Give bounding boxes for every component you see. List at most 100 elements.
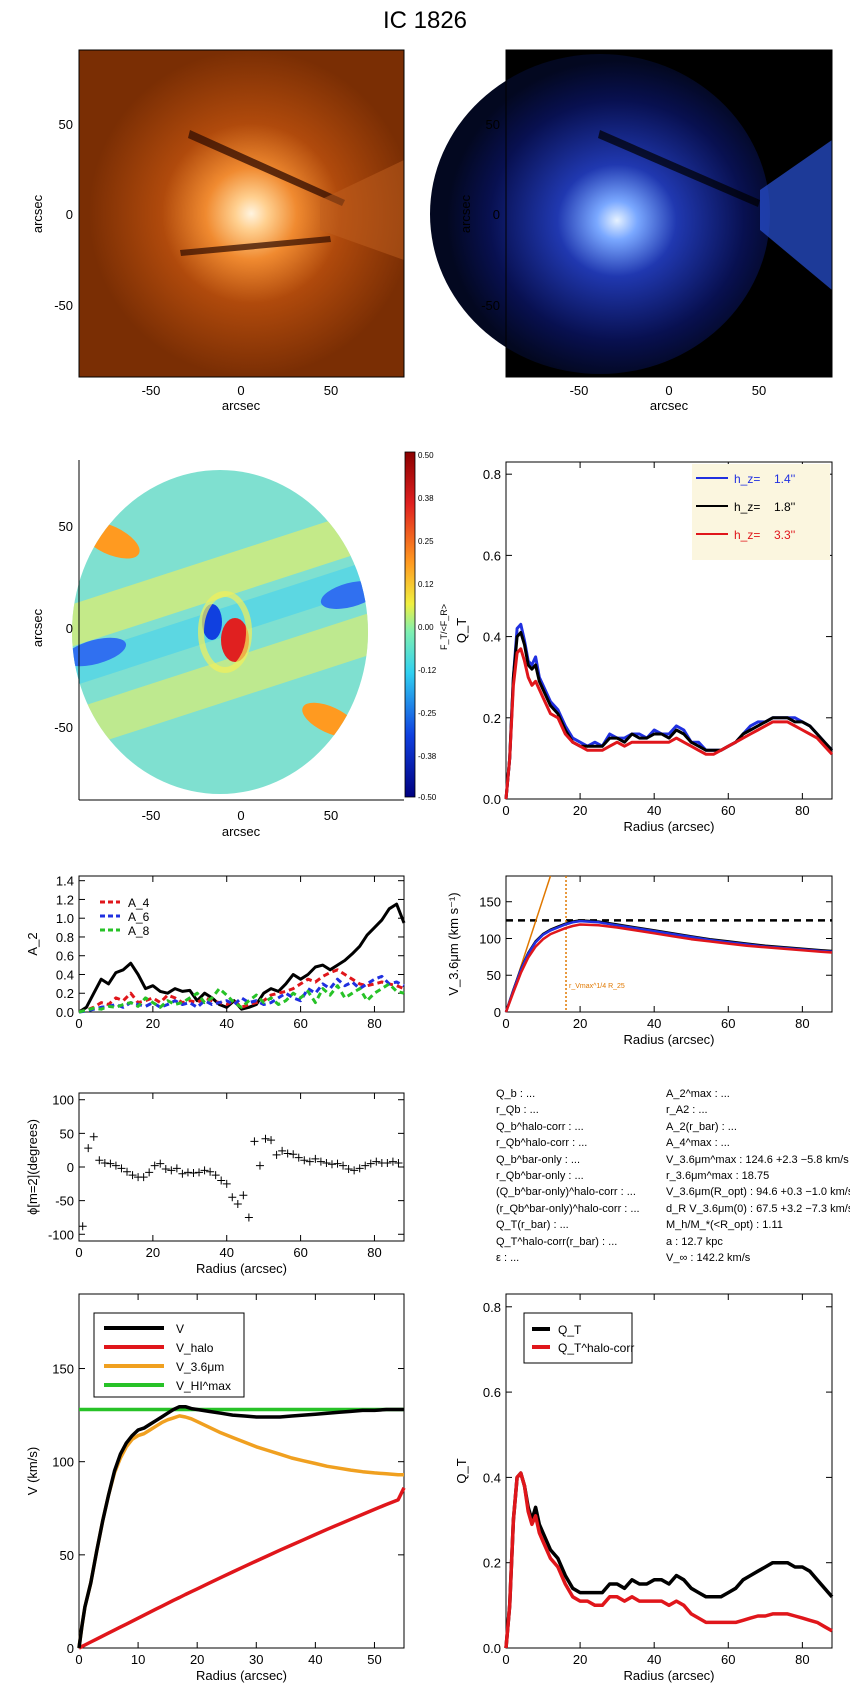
v36-xtick-label-0: 0	[502, 1016, 509, 1031]
vc-xtick-label-1: 10	[131, 1652, 145, 1667]
map-xlabel: arcsec	[222, 824, 261, 839]
vc-xtick-label-2: 20	[190, 1652, 204, 1667]
vc-legend-label-0: V	[176, 1322, 184, 1336]
phase-xtick-label-1: 20	[146, 1245, 160, 1260]
phase-xtick-label-0: 0	[75, 1245, 82, 1260]
v36-ylabel: V_3.6μm (km s⁻¹)	[446, 892, 461, 995]
v36-ytick-label-0: 0	[494, 1005, 501, 1020]
param-a2-rbar: A_2(r_bar) : ...	[666, 1120, 737, 1133]
phase-ylabel: ϕ[m=2](degrees)	[25, 1119, 40, 1215]
param-rqb-bar: r_Qb^bar-only : ...	[496, 1170, 584, 1183]
param-rqb-halo: r_Qb^halo-corr : ...	[496, 1137, 588, 1150]
a2-ytick-label-4: 0.8	[56, 930, 74, 945]
qth-frame	[505, 1293, 833, 1649]
phase-point	[178, 1169, 187, 1178]
qt-xtick-label-1: 20	[573, 803, 587, 818]
a2-xtick-label-0: 0	[75, 1016, 82, 1031]
phase-point	[111, 1161, 120, 1170]
phase-point	[261, 1134, 270, 1143]
qt-legend-label-2: h_z=	[734, 528, 760, 542]
colorbar-tick-1: 0.38	[418, 494, 434, 503]
a2-xtick-label-3: 60	[293, 1016, 307, 1031]
v36-ytick-label-1: 50	[487, 968, 501, 983]
vc-legend-label-3: V_HI^max	[176, 1379, 231, 1393]
blue-xtick-m50: -50	[570, 383, 589, 398]
param-vropt: V_3.6μm(R_opt) : 94.6 +0.3 −1.0 km/s	[666, 1186, 850, 1199]
map-xtick-50: 50	[324, 808, 338, 823]
colorbar-tick-8: -0.50	[418, 793, 437, 802]
colorbar-tick-5: -0.12	[418, 666, 437, 675]
parameter-block: Q_b : ... r_Qb : ... Q_b^halo-corr : ...…	[496, 1086, 850, 1264]
qt-xtick-label-4: 80	[795, 803, 809, 818]
qt-ylabel: Q_T	[454, 618, 469, 643]
qt-legend-value-2: 3.3''	[774, 528, 795, 542]
colorbar	[404, 451, 416, 798]
a2-ytick-label-3: 0.6	[56, 949, 74, 964]
vc-xtick-label-4: 40	[308, 1652, 322, 1667]
qt-ytick-label-0: 0.0	[483, 792, 501, 807]
dust-lane-lower	[180, 236, 331, 256]
colorbar-label: F_T/<F_R>	[439, 604, 449, 650]
phase-frame	[78, 1092, 405, 1242]
qth-legend-label-1: Q_T^halo-corr	[558, 1341, 634, 1355]
vc-frame	[78, 1293, 405, 1649]
a2-legend-label-2: A_8	[128, 924, 150, 938]
qth-line-0	[504, 1471, 834, 1649]
param-qb: Q_b : ...	[496, 1088, 536, 1100]
qth-xtick-label-1: 20	[573, 1652, 587, 1667]
blue-xtick-50: 50	[752, 383, 766, 398]
blue-frame	[505, 49, 833, 378]
phase-point	[100, 1158, 109, 1167]
phase-point	[294, 1153, 303, 1162]
orange-ytick-0: 0	[66, 207, 73, 222]
phase-point	[195, 1168, 204, 1177]
a2-ytick-label-0: 0.0	[56, 1005, 74, 1020]
phase-point	[305, 1157, 314, 1166]
a2-ytick-label-2: 0.4	[56, 967, 74, 982]
orange-xtick-0: 0	[237, 383, 244, 398]
v36-ytick-label-2: 100	[479, 931, 501, 946]
phase-point	[200, 1166, 209, 1175]
force-map-band-cyan	[72, 558, 368, 688]
vc-xtick-label-5: 50	[367, 1652, 381, 1667]
phase-point	[255, 1161, 264, 1170]
parameter-col-left: Q_b : ... r_Qb : ... Q_b^halo-corr : ...…	[496, 1086, 666, 1266]
param-qt-rbar: Q_T(r_bar) : ...	[496, 1219, 569, 1232]
phase-xtick-label-3: 60	[293, 1245, 307, 1260]
orange-ytick-50: 50	[59, 117, 73, 132]
qt-legend-value-0: 1.4''	[774, 472, 795, 486]
phase-point	[350, 1166, 359, 1175]
qt-ytick-label-1: 0.2	[483, 711, 501, 726]
v36-xtick-label-4: 80	[795, 1016, 809, 1031]
vc-legend-label-1: V_halo	[176, 1341, 214, 1355]
vc-ytick-label-1: 50	[60, 1548, 74, 1563]
blue-ytick-0: 0	[493, 207, 500, 222]
vc-line-0	[77, 1404, 404, 1649]
phase-point	[344, 1165, 353, 1174]
qt-ytick-label-4: 0.8	[483, 467, 501, 482]
vc-ytick-label-2: 100	[52, 1455, 74, 1470]
phase-point	[156, 1159, 165, 1168]
colorbar-tick-3: 0.12	[418, 580, 434, 589]
phase-ytick-label-2: 0	[67, 1160, 74, 1175]
orange-xlabel: arcsec	[222, 398, 261, 413]
param-qb-halo: Q_b^halo-corr : ...	[496, 1120, 584, 1133]
blue-ytick-50: 50	[486, 117, 500, 132]
colorbar-tick-7: -0.38	[418, 752, 437, 761]
a2-ytick-label-7: 1.4	[56, 874, 74, 889]
v36-xtick-label-2: 40	[647, 1016, 661, 1031]
figure-title: IC 1826	[383, 7, 467, 34]
phase-ytick-label-0: 100	[52, 1093, 74, 1108]
phase-point	[289, 1150, 298, 1159]
vc-xtick-label-0: 0	[75, 1652, 82, 1667]
param-rmax: r_3.6μm^max : 18.75	[666, 1170, 770, 1183]
qt-frame	[505, 461, 833, 800]
phase-point	[278, 1146, 287, 1155]
phase-point	[89, 1132, 98, 1141]
a2-ylabel: A_2	[25, 932, 40, 955]
v36-xlabel: Radius (arcsec)	[623, 1032, 714, 1047]
phase-point	[211, 1171, 220, 1180]
v36-xtick-label-3: 60	[721, 1016, 735, 1031]
phase-ytick-label-3: -50	[55, 1194, 74, 1209]
